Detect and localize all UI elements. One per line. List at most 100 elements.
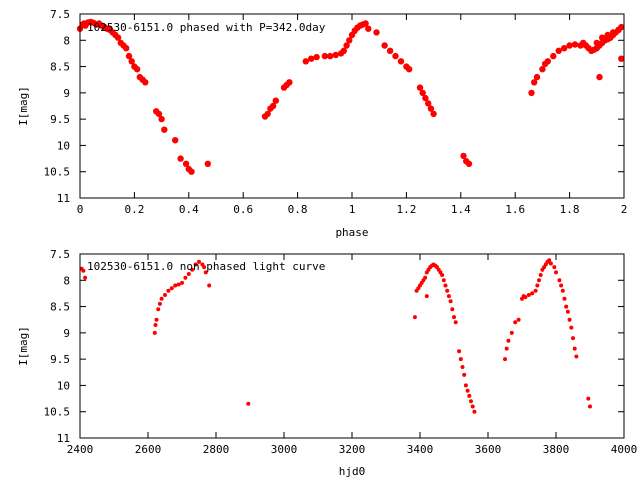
top-data-point bbox=[128, 58, 135, 65]
bottom-data-point bbox=[186, 272, 191, 276]
bottom-data-point bbox=[470, 404, 475, 409]
bottom-plot-title: 102530-6151.0 non phased light curve bbox=[87, 260, 325, 273]
bottom-data-point bbox=[504, 346, 509, 351]
bottom-data-point bbox=[246, 401, 251, 406]
bottom-data-point bbox=[586, 396, 591, 401]
top-data-point bbox=[269, 102, 277, 110]
top-data-point bbox=[596, 73, 603, 81]
top-data-point bbox=[427, 105, 435, 112]
bottom-panel: 2400 2600 2800 3000 3200 3400 3600 3800 4000 7.5 8… bbox=[17, 248, 637, 478]
bottom-data-point bbox=[457, 349, 462, 354]
bottom-data-point bbox=[207, 283, 212, 288]
bottom-data-point bbox=[81, 268, 86, 273]
top-data-point bbox=[114, 34, 122, 41]
top-x-tick-label: 1 bbox=[349, 203, 356, 216]
bottom-data-point bbox=[450, 307, 455, 312]
bottom-data-point bbox=[509, 330, 514, 335]
top-data-point bbox=[308, 55, 315, 62]
top-data-point bbox=[465, 160, 473, 167]
bottom-y-tick-label: 11 bbox=[57, 432, 70, 445]
top-data-point bbox=[313, 53, 320, 61]
top-data-point bbox=[386, 47, 394, 54]
top-data-point bbox=[430, 110, 437, 118]
bottom-data-point bbox=[193, 262, 198, 267]
bottom-data-point bbox=[445, 288, 450, 293]
top-data-point bbox=[264, 110, 271, 118]
top-data-point bbox=[204, 160, 211, 167]
top-data-point bbox=[188, 168, 195, 175]
bottom-data-point bbox=[412, 315, 417, 320]
top-data-point bbox=[381, 42, 388, 49]
top-y-tick-label: 9.5 bbox=[50, 113, 70, 126]
bottom-data-point bbox=[462, 372, 467, 377]
bottom-data-point bbox=[574, 354, 579, 359]
bottom-data-point bbox=[571, 336, 575, 341]
bottom-data-point bbox=[169, 286, 174, 291]
bottom-y-tick-label: 10 bbox=[57, 379, 70, 392]
top-data-point bbox=[123, 45, 130, 52]
top-data-point bbox=[615, 26, 622, 33]
top-data-point bbox=[544, 58, 551, 65]
bottom-data-point bbox=[163, 293, 167, 297]
bottom-x-tick-label: 3000 bbox=[271, 443, 298, 456]
bottom-data-point bbox=[154, 317, 159, 322]
bottom-data-point bbox=[180, 280, 184, 285]
bottom-data-point bbox=[197, 259, 201, 264]
top-data-point bbox=[158, 115, 165, 123]
bottom-data-point bbox=[202, 265, 207, 270]
bottom-x-tick-label: 3400 bbox=[407, 443, 434, 456]
bottom-data-point bbox=[465, 388, 470, 393]
top-data-point bbox=[142, 79, 149, 86]
top-data-point bbox=[346, 37, 353, 44]
top-data-point bbox=[539, 66, 546, 73]
bottom-data-point bbox=[530, 291, 535, 296]
bottom-data-point bbox=[183, 275, 188, 280]
bottom-data-point bbox=[537, 278, 541, 283]
bottom-data-point bbox=[565, 309, 570, 314]
top-x-tick-label: 0 bbox=[77, 203, 84, 216]
bottom-data-point bbox=[567, 317, 572, 322]
bottom-data-point bbox=[424, 294, 429, 299]
bottom-axis-ticks: 2400 2600 2800 3000 3200 3400 3600 3800 4000 7.5 8… bbox=[44, 248, 638, 456]
bottom-data-point bbox=[548, 261, 553, 266]
bottom-data-point bbox=[440, 273, 445, 277]
top-y-tick-label: 10 bbox=[57, 139, 70, 152]
bottom-x-axis-label: hjd0 bbox=[339, 465, 366, 478]
top-data-point bbox=[460, 152, 467, 160]
top-data-point bbox=[272, 97, 279, 104]
top-plot-title: 102530-6151.0 phased with P=342.0day bbox=[87, 21, 326, 34]
top-data-point bbox=[373, 29, 380, 36]
bottom-data-point bbox=[153, 323, 158, 327]
bottom-data-point bbox=[588, 404, 592, 409]
bottom-x-tick-label: 3600 bbox=[475, 443, 502, 456]
top-y-tick-label: 11 bbox=[57, 192, 70, 205]
bottom-x-tick-label: 3200 bbox=[339, 443, 366, 456]
top-x-tick-label: 0.2 bbox=[124, 203, 144, 216]
bottom-data-point bbox=[526, 293, 531, 297]
top-data-point bbox=[550, 52, 557, 60]
top-x-tick-label: 1.2 bbox=[396, 203, 416, 216]
top-data-point bbox=[332, 51, 339, 59]
top-data-point bbox=[425, 100, 432, 107]
bottom-x-tick-label: 2400 bbox=[67, 443, 94, 456]
bottom-data-point bbox=[166, 288, 171, 293]
top-x-tick-label: 2 bbox=[621, 203, 628, 216]
top-x-tick-label: 0.6 bbox=[233, 203, 253, 216]
bottom-data-point bbox=[460, 365, 465, 369]
top-data-point bbox=[133, 66, 141, 73]
top-y-tick-label: 8.5 bbox=[50, 61, 70, 74]
bottom-data-point bbox=[176, 282, 181, 287]
bottom-data-point bbox=[572, 346, 577, 351]
bottom-y-tick-label: 9.5 bbox=[50, 353, 70, 366]
top-data-point bbox=[125, 52, 133, 60]
bottom-data-point bbox=[552, 265, 557, 270]
top-data-point bbox=[343, 42, 350, 49]
top-y-tick-label: 7.5 bbox=[50, 8, 70, 21]
bottom-data-point bbox=[533, 288, 538, 293]
top-data-point bbox=[555, 47, 562, 54]
bottom-data-points bbox=[79, 258, 592, 414]
top-data-point bbox=[609, 29, 617, 36]
bottom-data-point bbox=[503, 357, 507, 362]
top-data-point bbox=[340, 47, 347, 54]
top-data-point bbox=[531, 79, 538, 86]
